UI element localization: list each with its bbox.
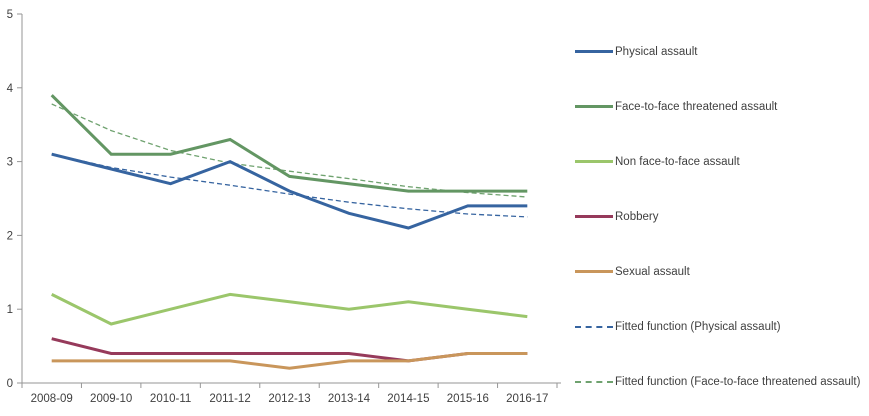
x-tick-label: 2012-13 xyxy=(268,393,310,405)
legend-item-face-to-face-threatened-assault: Face-to-face threatened assault xyxy=(575,79,869,134)
series-line-fitted-function-face-to-face-threatened-assault xyxy=(51,103,528,198)
x-tick-label: 2011-12 xyxy=(209,393,250,405)
series-line-physical-assault xyxy=(51,152,528,230)
y-tick-label: 5 xyxy=(7,9,13,21)
series-line-sexual-assault xyxy=(51,352,528,370)
y-tick-label: 2 xyxy=(7,230,13,242)
chart-legend: Physical assault Face-to-face threatened … xyxy=(575,0,869,416)
x-tick-label: 2015-16 xyxy=(447,393,489,405)
series-line-robbery xyxy=(51,337,528,363)
x-tick-label: 2008-09 xyxy=(31,393,73,405)
y-tick-label: 3 xyxy=(7,157,13,169)
legend-swatch-fitted-function-face-to-face-threatened-assault xyxy=(575,380,613,383)
legend-swatch-robbery xyxy=(575,215,613,218)
legend-label-sexual-assault: Sexual assault xyxy=(615,265,690,278)
legend-label-non-face-to-face-assault: Non face-to-face assault xyxy=(615,155,740,168)
legend-label-physical-assault: Physical assault xyxy=(615,45,698,58)
legend-swatch-fitted-function-physical-assault xyxy=(575,325,613,328)
legend-item-non-face-to-face-assault: Non face-to-face assault xyxy=(575,134,869,189)
x-tick-label: 2013-14 xyxy=(328,393,371,405)
legend-label-face-to-face-threatened-assault: Face-to-face threatened assault xyxy=(615,100,778,113)
series-line-fitted-function-physical-assault xyxy=(51,153,528,218)
chart-plot-area: 0 1 2 3 4 5 2008-09 2009-10 2010-11 2011-12 2012-1… xyxy=(7,9,561,405)
x-tick-label: 2010-11 xyxy=(150,393,191,405)
legend-swatch-face-to-face-threatened-assault xyxy=(575,105,613,108)
legend-item-robbery: Robbery xyxy=(575,189,869,244)
series-line-face-to-face-threatened-assault xyxy=(50,94,528,193)
legend-label-fitted-function-physical-assault: Fitted function (Physical assault) xyxy=(615,320,781,333)
x-tick-label: 2016-17 xyxy=(506,393,548,405)
series-line-non-face-to-face-assault xyxy=(51,292,528,326)
x-tick-label: 2014-15 xyxy=(387,393,429,405)
legend-swatch-non-face-to-face-assault xyxy=(575,160,613,163)
legend-item-sexual-assault: Sexual assault xyxy=(575,244,869,299)
legend-item-physical-assault: Physical assault xyxy=(575,24,869,79)
legend-item-fitted-function-face-to-face-threatened-assault: Fitted function (Face-to-face threatened… xyxy=(575,354,869,409)
x-tick-label: 2009-10 xyxy=(90,393,132,405)
legend-item-fitted-function-physical-assault: Fitted function (Physical assault) xyxy=(575,299,869,354)
legend-swatch-physical-assault xyxy=(575,50,613,53)
y-tick-label: 0 xyxy=(7,378,13,390)
legend-swatch-sexual-assault xyxy=(575,270,613,273)
y-tick-label: 4 xyxy=(7,83,14,95)
legend-label-robbery: Robbery xyxy=(615,210,659,223)
legend-label-fitted-function-face-to-face-threatened-assault: Fitted function (Face-to-face threatened… xyxy=(615,375,861,388)
y-tick-label: 1 xyxy=(7,304,13,316)
